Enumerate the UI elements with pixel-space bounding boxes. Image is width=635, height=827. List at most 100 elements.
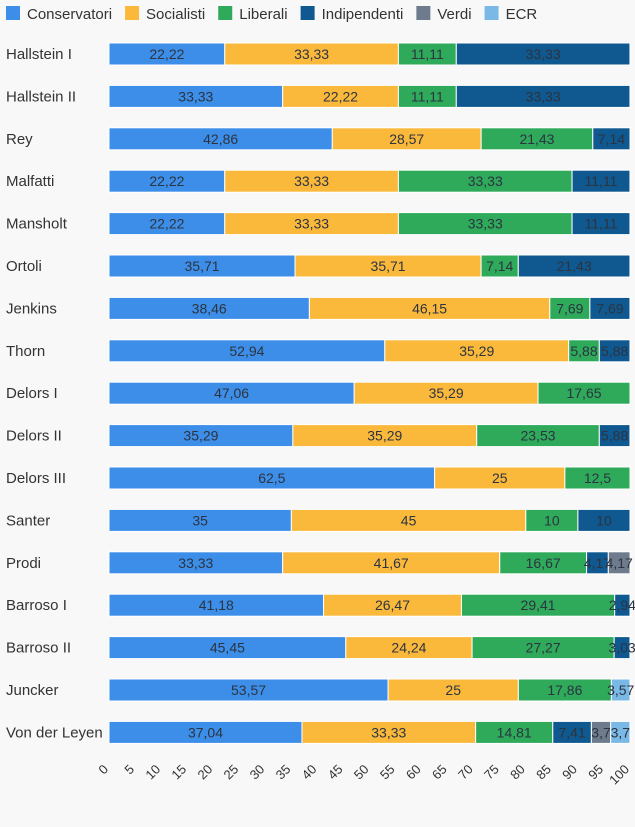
category-label-hallstein-i: Hallstein I [6,46,72,63]
data-label-delors-ii-conservatori: 35,29 [183,428,218,444]
data-label-barroso-i-conservatori: 41,18 [199,597,234,613]
data-label-prodi-liberali: 16,67 [526,555,561,571]
data-label-malfatti-liberali: 33,33 [468,173,503,189]
legend-swatch-socialisti[interactable] [125,6,140,20]
data-label-von-der-leyen-verdi: 3,7 [591,724,611,740]
data-label-mansholt-indipendenti: 11,11 [585,216,618,232]
data-label-mansholt-conservatori: 22,22 [149,216,184,232]
data-label-hallstein-i-socialisti: 33,33 [294,46,329,62]
data-label-mansholt-liberali: 33,33 [468,216,503,232]
data-label-delors-i-liberali: 17,65 [566,385,601,401]
legend-swatch-ecr[interactable] [484,6,499,20]
bar-thorn-indipendenti[interactable] [598,339,631,363]
bar-santer-indipendenti[interactable] [577,508,631,532]
data-label-von-der-leyen-ecr: 3,7 [611,724,631,740]
x-tick-95: 95 [585,762,606,783]
data-label-juncker-conservatori: 53,57 [231,682,266,698]
legend-swatch-verdi[interactable] [416,6,431,20]
bar-barroso-i-indipendenti[interactable] [614,593,631,617]
data-label-hallstein-i-liberali: 11,11 [411,46,444,62]
category-label-santer: Santer [6,512,50,529]
category-label-jenkins: Jenkins [6,300,57,317]
x-tick-45: 45 [325,762,346,783]
x-axis-ticks: 0 5 10 15 20 25 30 35 40 45 50 55 60 65 70 75 80 85 90 95 10… [95,762,632,788]
data-label-malfatti-socialisti: 33,33 [294,173,329,189]
bar-barroso-ii-indipendenti[interactable] [613,636,631,660]
x-tick-85: 85 [533,762,554,783]
data-label-delors-ii-indipendenti: 5,88 [601,428,628,444]
data-label-prodi-indipendenti: 4,17 [584,555,611,571]
x-tick-25: 25 [221,762,242,783]
data-label-juncker-liberali: 17,86 [547,682,582,698]
data-label-rey-liberali: 21,43 [519,131,554,147]
bar-juncker-ecr[interactable] [610,678,631,702]
x-tick-5: 5 [121,762,137,778]
x-tick-0: 0 [95,762,111,778]
data-label-delors-ii-socialisti: 35,29 [367,428,402,444]
bar-delors-i-liberali[interactable] [537,381,631,405]
data-label-ortoli-socialisti: 35,71 [371,258,406,274]
bar-hallstein-i-indipendenti[interactable] [455,42,631,66]
x-tick-50: 50 [351,762,372,783]
bar-rey-indipendenti[interactable] [592,127,631,151]
bar-von-der-leyen-ecr[interactable] [610,720,631,744]
data-label-hallstein-i-indipendenti: 33,33 [526,46,561,62]
category-label-delors-ii: Delors II [6,428,62,445]
data-label-santer-socialisti: 45 [401,512,417,528]
data-label-barroso-i-liberali: 29,41 [521,597,556,613]
category-label-ortoli: Ortoli [6,258,42,275]
category-label-barroso-i: Barroso I [6,597,67,614]
data-label-santer-conservatori: 35 [192,512,208,528]
x-tick-90: 90 [559,762,580,783]
bar-jenkins-indipendenti[interactable] [589,296,631,320]
data-label-malfatti-indipendenti: 11,11 [585,173,618,189]
bar-mansholt-indipendenti[interactable] [571,212,631,236]
legend-label-ecr[interactable]: ECR [506,6,538,23]
legend-label-liberali[interactable]: Liberali [239,6,287,23]
legend-label-conservatori[interactable]: Conservatori [27,6,112,23]
data-label-thorn-socialisti: 35,29 [459,343,494,359]
data-label-von-der-leyen-conservatori: 37,04 [188,724,223,740]
data-label-mansholt-socialisti: 33,33 [294,216,329,232]
data-label-rey-indipendenti: 7,14 [598,131,625,147]
data-label-malfatti-conservatori: 22,22 [149,173,184,189]
data-label-von-der-leyen-liberali: 14,81 [497,724,532,740]
data-label-santer-liberali: 10 [544,512,560,528]
legend-swatch-liberali[interactable] [218,6,233,20]
data-label-von-der-leyen-indipendenti: 7,41 [558,724,585,740]
x-tick-60: 60 [403,762,424,783]
bar-hallstein-ii-indipendenti[interactable] [455,84,631,108]
data-label-jenkins-conservatori: 38,46 [192,300,227,316]
legend-label-verdi[interactable]: Verdi [437,6,471,23]
category-label-hallstein-ii: Hallstein II [6,88,76,105]
data-label-thorn-liberali: 5,88 [570,343,597,359]
data-label-jenkins-indipendenti: 7,69 [596,300,623,316]
data-label-hallstein-i-conservatori: 22,22 [149,46,184,62]
data-label-von-der-leyen-socialisti: 33,33 [371,724,406,740]
legend-label-socialisti[interactable]: Socialisti [146,6,205,23]
x-tick-40: 40 [299,762,320,783]
data-label-jenkins-liberali: 7,69 [556,300,583,316]
category-label-delors-i: Delors I [6,385,58,402]
bar-ortoli-indipendenti[interactable] [517,254,631,278]
data-label-barroso-ii-indipendenti: 3,03 [608,640,635,656]
data-label-hallstein-ii-indipendenti: 33,33 [526,88,561,104]
legend-swatch-conservatori[interactable] [6,6,20,20]
legend-label-indipendenti[interactable]: Indipendenti [322,6,404,23]
legend: Conservatori Socialisti Liberali Indipenden… [6,6,537,23]
data-label-prodi-verdi: 4,17 [606,555,633,571]
category-label-malfatti: Malfatti [6,173,54,190]
bar-delors-iii-liberali[interactable] [564,466,631,490]
legend-swatch-indipendenti[interactable] [300,6,315,20]
category-label-von-der-leyen: Von der Leyen [6,724,103,741]
bar-delors-ii-indipendenti[interactable] [598,424,631,448]
data-label-rey-conservatori: 42,86 [203,131,238,147]
data-label-thorn-indipendenti: 5,88 [601,343,628,359]
x-tick-55: 55 [377,762,398,783]
bar-malfatti-indipendenti[interactable] [571,169,631,193]
category-label-rey: Rey [6,131,33,148]
bar-prodi-verdi[interactable] [607,551,631,575]
data-label-delors-iii-conservatori: 62,5 [258,470,285,486]
x-tick-80: 80 [507,762,528,783]
